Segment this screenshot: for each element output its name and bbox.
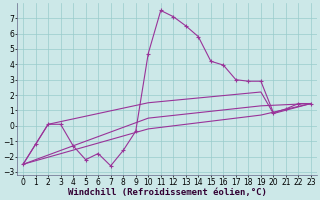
- X-axis label: Windchill (Refroidissement éolien,°C): Windchill (Refroidissement éolien,°C): [68, 188, 267, 197]
